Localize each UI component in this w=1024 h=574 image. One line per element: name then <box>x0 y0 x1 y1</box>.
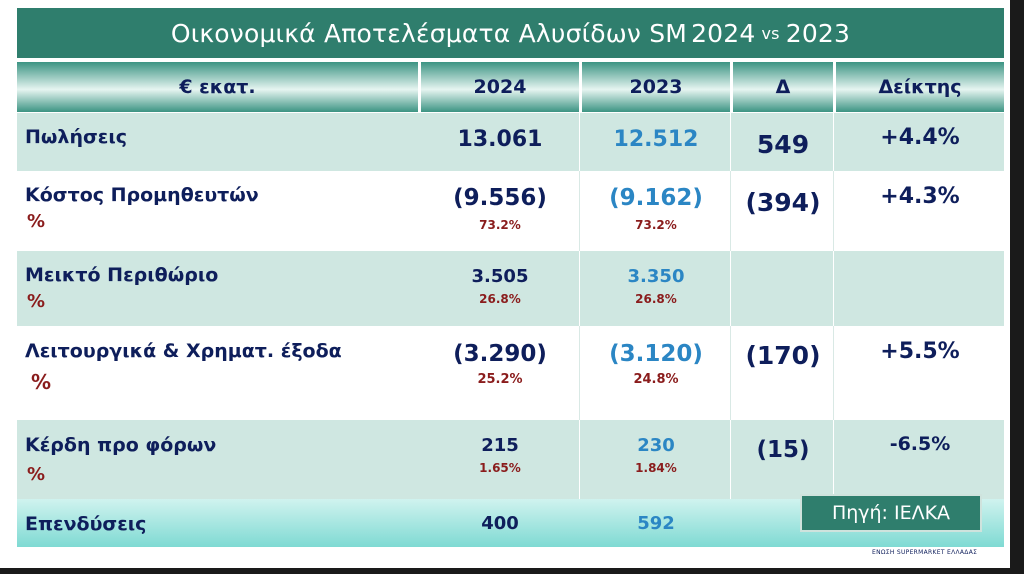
percent-sign: % <box>27 211 46 232</box>
column-divider <box>579 326 580 420</box>
header-divider <box>730 62 733 112</box>
header-unit: € εκατ. <box>179 76 256 98</box>
header-divider <box>833 62 836 112</box>
value-delta: (394) <box>745 188 821 217</box>
value-delta: (15) <box>756 437 810 463</box>
slide: Οικονομικά Αποτελέσματα Αλυσίδων SM 2024… <box>17 8 1004 556</box>
column-divider <box>833 171 834 251</box>
column-divider <box>833 113 834 171</box>
table-row-profit-before-tax: Κέρδη προ φόρων % 215 1.65% 230 1.84% (1… <box>17 420 1004 499</box>
table-row-sales: Πωλήσεις 13.061 12.512 549 +4.4% <box>17 113 1004 171</box>
percent-2023: 1.84% <box>635 461 677 475</box>
header-delta: Δ <box>775 76 791 98</box>
percent-2024: 26.8% <box>479 292 521 306</box>
value-2024: 13.061 <box>457 127 543 152</box>
row-label: Κόστος Προμηθευτών <box>25 184 259 206</box>
value-2024: (9.556) <box>453 185 547 211</box>
row-label: Λειτουργικά & Χρηματ. έξοδα <box>25 340 342 362</box>
table-row-operating-expenses: Λειτουργικά & Χρηματ. έξοδα % (3.290) 25… <box>17 326 1004 420</box>
value-index: +4.4% <box>880 125 960 150</box>
value-2023: 3.350 <box>627 266 685 287</box>
window-frame-right <box>1010 0 1024 574</box>
value-index: -6.5% <box>889 433 951 455</box>
column-divider <box>833 326 834 420</box>
value-2023: 592 <box>637 513 675 534</box>
slide-title: Οικονομικά Αποτελέσματα Αλυσίδων SM 2024… <box>17 8 1004 58</box>
value-2023: 12.512 <box>613 127 699 152</box>
header-index: Δείκτης <box>878 76 962 98</box>
row-label: Κέρδη προ φόρων <box>25 434 217 456</box>
row-label: Μεικτό Περιθώριο <box>25 264 219 286</box>
row-label: Επενδύσεις <box>25 513 147 535</box>
value-2023: (9.162) <box>609 185 703 211</box>
percent-2024: 1.65% <box>479 461 521 475</box>
percent-sign: % <box>27 291 46 312</box>
percent-sign: % <box>31 370 52 394</box>
percent-2023: 73.2% <box>635 218 677 232</box>
column-divider <box>730 171 731 251</box>
column-divider <box>730 251 731 326</box>
percent-2024: 73.2% <box>479 218 521 232</box>
column-divider <box>730 113 731 171</box>
percent-2023: 24.8% <box>633 372 679 387</box>
value-index: +4.3% <box>880 184 960 209</box>
header-2024: 2024 <box>473 76 527 98</box>
value-index: +5.5% <box>880 339 960 364</box>
window-frame-bottom <box>0 568 1024 574</box>
column-divider <box>833 251 834 326</box>
percent-sign: % <box>27 464 46 485</box>
value-2024: 215 <box>481 435 519 456</box>
value-delta: 549 <box>756 130 810 159</box>
title-text: Οικονομικά Αποτελέσματα Αλυσίδων SM <box>170 18 688 48</box>
row-label: Πωλήσεις <box>25 126 128 148</box>
value-delta: (170) <box>745 341 821 370</box>
header-2023: 2023 <box>629 76 683 98</box>
footer-logo-text: ΕΝΩΣΗ SUPERMARKET ΕΛΛΑΔΑΣ <box>872 549 978 556</box>
column-divider <box>579 251 580 326</box>
title-year-2023: 2023 <box>785 18 851 48</box>
column-divider <box>579 171 580 251</box>
column-divider <box>579 113 580 171</box>
value-2023: (3.120) <box>609 341 703 367</box>
header-divider <box>418 62 421 112</box>
value-2024: 3.505 <box>471 266 529 287</box>
percent-2023: 26.8% <box>635 292 677 306</box>
header-divider <box>579 62 582 112</box>
column-divider <box>730 420 731 499</box>
column-divider <box>833 420 834 499</box>
value-2024: (3.290) <box>453 341 547 367</box>
column-divider <box>579 420 580 499</box>
table-header: € εκατ. 2024 2023 Δ Δείκτης <box>17 62 1004 112</box>
title-vs: vs <box>761 23 780 43</box>
value-2024: 400 <box>481 513 519 534</box>
table-row-gross-margin: Μεικτό Περιθώριο % 3.505 26.8% 3.350 26.… <box>17 251 1004 326</box>
column-divider <box>730 326 731 420</box>
title-year-2024: 2024 <box>691 18 756 48</box>
percent-2024: 25.2% <box>477 372 523 387</box>
source-badge: Πηγή: ΙΕΛΚΑ <box>800 494 982 532</box>
table-row-supplier-cost: Κόστος Προμηθευτών % (9.556) 73.2% (9.16… <box>17 171 1004 251</box>
value-2023: 230 <box>637 435 675 456</box>
